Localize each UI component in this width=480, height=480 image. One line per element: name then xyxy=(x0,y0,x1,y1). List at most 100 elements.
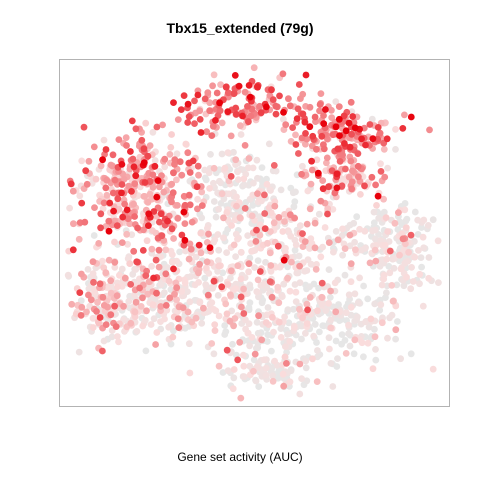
scatter-point xyxy=(133,328,141,335)
scatter-point xyxy=(262,371,270,379)
scatter-point xyxy=(130,163,138,171)
scatter-point xyxy=(250,367,257,375)
scatter-point xyxy=(194,162,202,170)
scatter-point xyxy=(177,106,185,113)
scatter-point xyxy=(307,260,315,268)
scatter-point xyxy=(118,265,126,273)
scatter-point xyxy=(186,369,194,377)
scatter-point xyxy=(372,181,379,189)
scatter-point xyxy=(254,257,262,264)
scatter-point xyxy=(407,113,415,121)
scatter-point xyxy=(249,164,257,172)
scatter-point xyxy=(419,233,427,241)
scatter-point xyxy=(196,299,204,306)
scatter-point xyxy=(255,383,263,390)
scatter-point xyxy=(224,367,232,375)
scatter-point xyxy=(374,124,382,131)
scatter-point xyxy=(287,138,295,145)
scatter-point xyxy=(264,239,271,247)
scatter-point xyxy=(83,308,90,316)
scatter-point xyxy=(223,346,231,354)
scatter-point xyxy=(156,218,163,226)
scatter-point xyxy=(401,200,409,207)
scatter-point xyxy=(236,214,244,222)
scatter-point xyxy=(197,129,205,136)
scatter-point xyxy=(131,213,139,220)
scatter-point xyxy=(128,231,136,239)
scatter-point xyxy=(247,240,255,247)
scatter-point xyxy=(321,224,329,231)
scatter-point xyxy=(192,314,200,322)
scatter-point xyxy=(232,292,240,299)
scatter-point xyxy=(90,143,98,151)
scatter-point xyxy=(142,272,150,279)
scatter-point xyxy=(401,111,408,119)
scatter-point xyxy=(126,260,134,267)
scatter-point xyxy=(340,112,348,120)
scatter-point xyxy=(212,117,219,124)
scatter-point xyxy=(346,143,354,151)
scatter-point xyxy=(213,89,221,97)
scatter-point xyxy=(111,176,119,184)
scatter-point xyxy=(329,383,337,390)
scatter-point xyxy=(313,378,321,385)
scatter-point xyxy=(262,364,270,372)
scatter-point xyxy=(270,328,277,336)
scatter-point xyxy=(384,334,391,342)
scatter-point xyxy=(111,264,119,271)
scatter-point xyxy=(308,166,316,174)
scatter-point xyxy=(148,245,156,253)
scatter-point xyxy=(351,124,359,132)
scatter-point xyxy=(228,222,236,229)
scatter-point xyxy=(271,357,278,365)
scatter-point xyxy=(111,258,119,266)
scatter-point xyxy=(345,330,352,337)
scatter-point xyxy=(320,145,328,153)
scatter-point xyxy=(414,216,422,224)
scatter-point xyxy=(250,179,257,187)
scatter-point xyxy=(399,124,407,132)
scatter-point xyxy=(372,346,379,353)
scatter-point xyxy=(342,309,350,317)
scatter-point xyxy=(291,324,298,331)
scatter-point xyxy=(248,247,256,255)
scatter-point xyxy=(90,278,97,286)
scatter-point xyxy=(369,365,377,373)
scatter-point xyxy=(175,324,183,331)
scatter-point xyxy=(281,211,288,218)
scatter-point xyxy=(275,214,283,221)
scatter-point xyxy=(270,219,278,227)
scatter-point xyxy=(94,298,101,306)
scatter-point xyxy=(248,334,256,341)
scatter-point xyxy=(399,235,407,243)
scatter-point xyxy=(311,219,319,227)
scatter-point xyxy=(281,218,288,225)
scatter-point xyxy=(237,275,245,283)
scatter-point xyxy=(97,162,105,170)
scatter-point xyxy=(107,311,115,319)
scatter-point xyxy=(105,227,113,235)
scatter-point xyxy=(309,355,316,363)
scatter-point xyxy=(221,331,229,338)
scatter-point xyxy=(434,237,442,245)
scatter-point xyxy=(78,199,86,207)
scatter-point xyxy=(354,299,362,307)
scatter-point xyxy=(215,312,223,320)
scatter-point xyxy=(173,296,181,304)
scatter-point xyxy=(315,210,323,218)
scatter-point xyxy=(153,289,160,297)
scatter-point xyxy=(384,164,391,172)
scatter-point xyxy=(420,244,428,252)
scatter-point xyxy=(304,306,311,314)
scatter-point xyxy=(186,201,194,209)
scatter-point xyxy=(196,260,204,268)
scatter-point xyxy=(246,93,254,101)
scatter-point xyxy=(168,258,176,266)
scatter-point xyxy=(418,263,425,271)
scatter-point xyxy=(383,135,391,143)
scatter-point xyxy=(307,180,315,188)
scatter-point xyxy=(76,192,84,200)
scatter-point xyxy=(236,338,244,346)
scatter-point xyxy=(292,298,300,305)
scatter-point xyxy=(251,350,259,358)
